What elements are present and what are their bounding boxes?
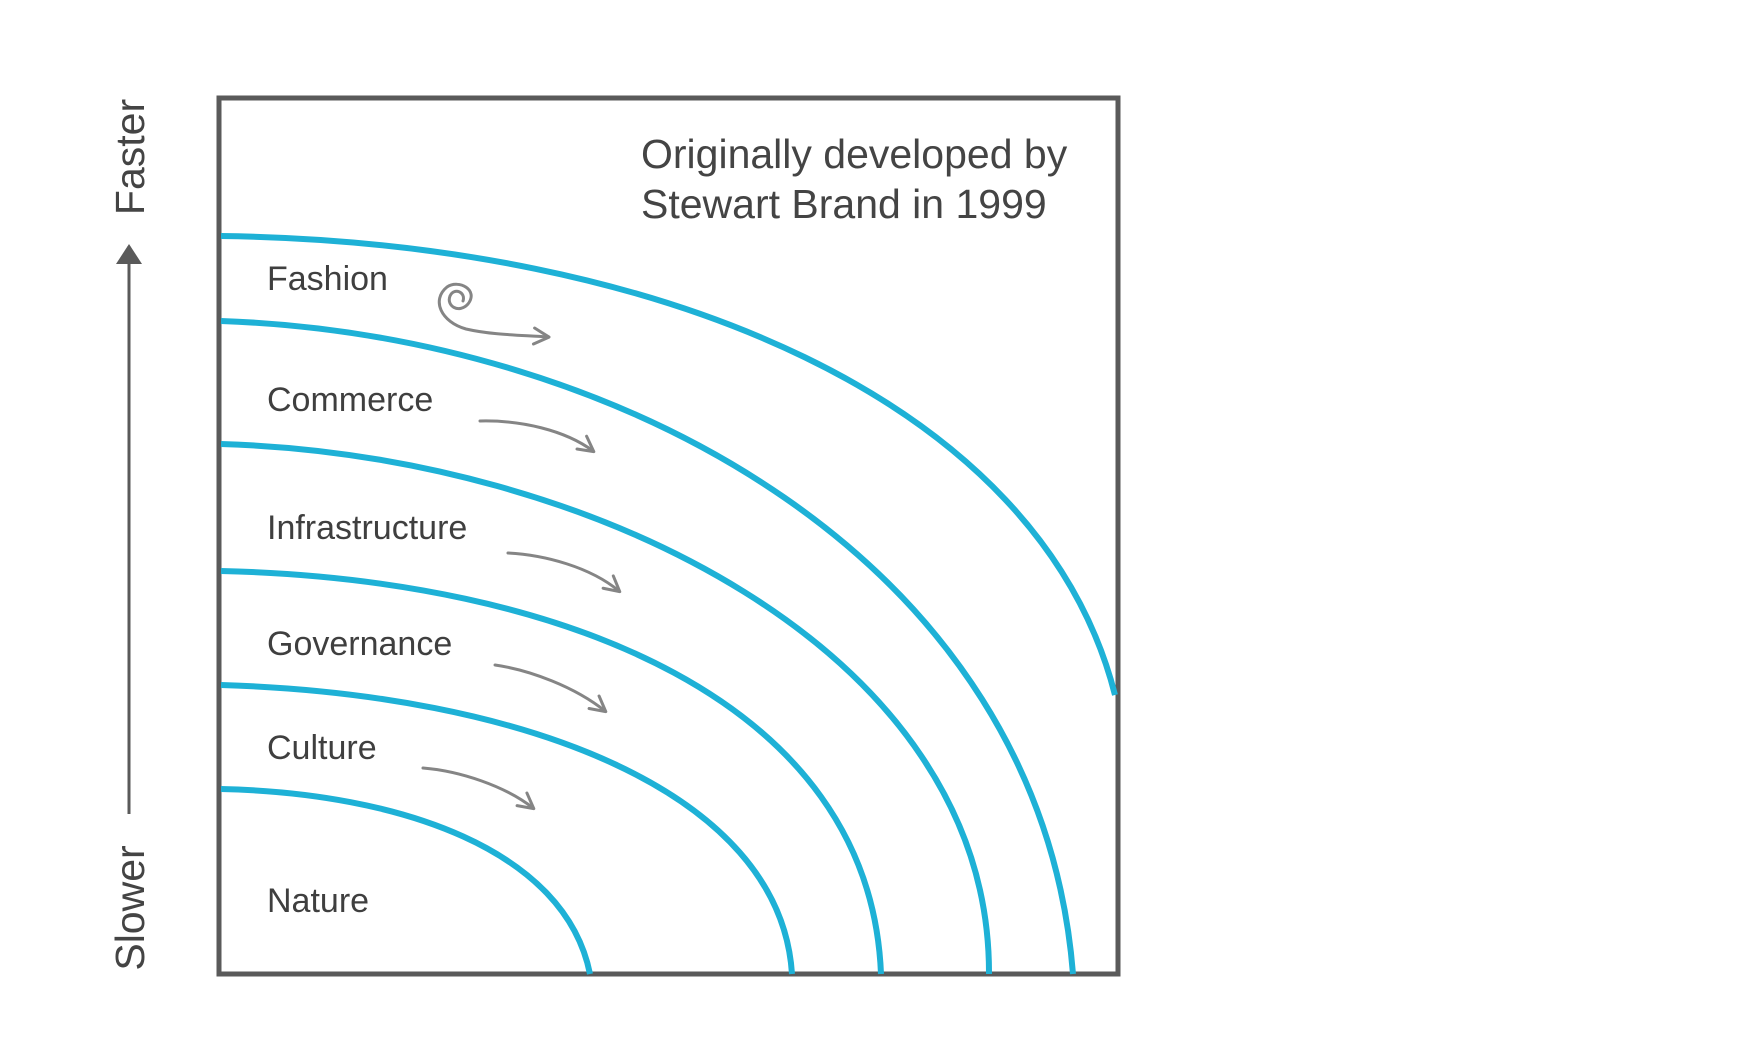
fashion-swirl-arrow-icon — [437, 282, 551, 346]
attribution-line-1: Originally developed by — [641, 131, 1068, 177]
curve-infrastructure-governance-boundary — [220, 441, 993, 975]
curve-governance-culture-boundary — [220, 568, 884, 975]
diagram-frame — [216, 95, 1121, 977]
attribution-line-2: Stewart Brand in 1999 — [641, 181, 1047, 227]
curve-nature-boundary — [220, 786, 593, 975]
layer-label-fashion: Fashion — [267, 260, 388, 298]
culture-flow-arrow-icon — [421, 766, 536, 811]
layer-label-nature: Nature — [267, 882, 369, 920]
layer-label-culture: Culture — [267, 729, 377, 767]
layer-label-governance: Governance — [267, 625, 452, 663]
axis-label-faster: Faster — [107, 99, 153, 215]
layer-label-commerce: Commerce — [267, 381, 433, 419]
commerce-flow-arrow-icon — [478, 419, 596, 454]
layer-label-infrastructure: Infrastructure — [267, 509, 467, 547]
curve-fashion-commerce-boundary — [220, 233, 1118, 696]
curve-culture-nature-boundary — [220, 682, 795, 975]
axis-label-slower: Slower — [107, 845, 153, 970]
governance-flow-arrow-icon — [493, 663, 608, 714]
infrastructure-flow-arrow-icon — [506, 551, 622, 594]
curve-commerce-infrastructure-boundary — [220, 318, 1076, 975]
